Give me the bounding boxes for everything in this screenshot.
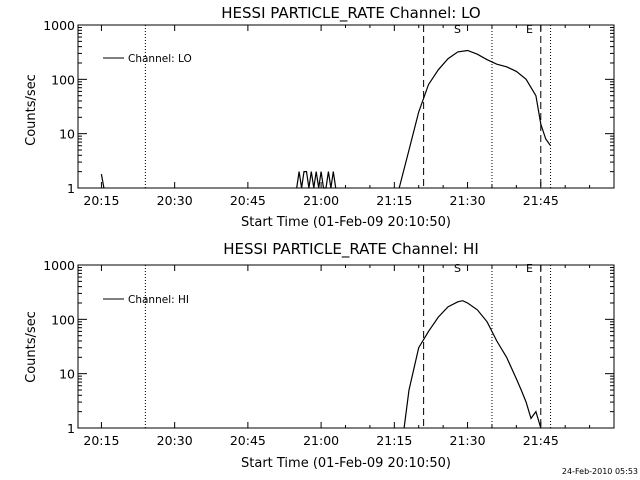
x-tick-label: 20:15: [83, 433, 119, 448]
series-line: [100, 173, 105, 189]
legend-label: Channel: LO: [128, 53, 192, 65]
x-tick-label: 20:45: [230, 433, 266, 448]
plot-frame: [77, 264, 615, 429]
x-tick-label: 20:30: [157, 193, 193, 208]
x-tick-label: 21:15: [376, 433, 412, 448]
y-tick-label: 1: [67, 181, 75, 196]
x-tick-label: 21:45: [523, 433, 559, 448]
y-tick-label: 10: [59, 127, 75, 142]
marker-label-s: S: [454, 23, 461, 36]
x-tick-label: 20:45: [230, 193, 266, 208]
x-tick-label: 21:15: [376, 193, 412, 208]
series-line: [403, 300, 542, 429]
chart-title: HESSI PARTICLE_RATE Channel: LO: [221, 4, 480, 23]
chart-panel-lo: HESSI PARTICLE_RATE Channel: LO Start Ti…: [24, 4, 615, 230]
chart-title: HESSI PARTICLE_RATE Channel: HI: [223, 240, 479, 259]
y-tick-label: 100: [51, 72, 75, 87]
y-axis-label: Counts/sec: [24, 311, 39, 383]
series-line: [398, 49, 551, 189]
marker-label-s: S: [454, 262, 461, 275]
x-tick-label: 21:00: [303, 193, 339, 208]
plot-frame: [77, 24, 615, 189]
marker-label-e: E: [526, 23, 533, 36]
y-tick-label: 1000: [43, 258, 75, 273]
x-tick-label: 20:15: [83, 193, 119, 208]
x-tick-label: 21:45: [523, 193, 559, 208]
x-tick-label: 21:30: [450, 193, 486, 208]
x-axis-label: Start Time (01-Feb-09 20:10:50): [241, 456, 451, 471]
x-tick-label: 20:30: [157, 433, 193, 448]
marker-label-e: E: [526, 262, 533, 275]
y-tick-label: 1: [67, 421, 75, 436]
series-line: [296, 171, 337, 189]
y-axis-label: Counts/sec: [24, 74, 39, 146]
x-tick-label: 21:00: [303, 433, 339, 448]
y-tick-label: 100: [51, 312, 75, 327]
legend-label: Channel: HI: [128, 294, 189, 306]
y-tick-label: 1000: [43, 18, 75, 33]
y-tick-label: 10: [59, 367, 75, 382]
footer-timestamp: 24-Feb-2010 05:53: [562, 467, 638, 476]
chart-panel-hi: HESSI PARTICLE_RATE Channel: HI Start Ti…: [24, 240, 615, 471]
x-tick-label: 21:30: [450, 433, 486, 448]
x-axis-label: Start Time (01-Feb-09 20:10:50): [241, 215, 451, 230]
